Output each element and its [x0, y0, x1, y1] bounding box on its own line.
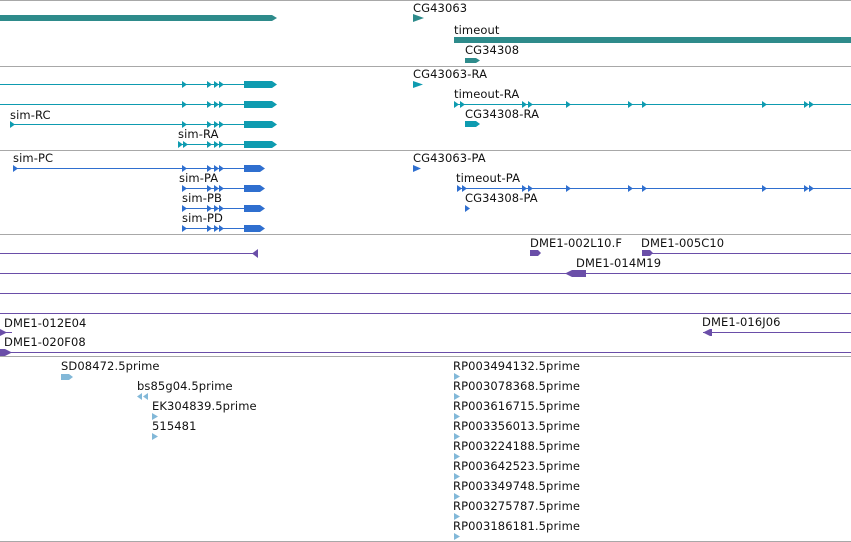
transcript-label[interactable]: timeout-RA: [454, 87, 520, 101]
est-label[interactable]: EK304839.5prime: [152, 399, 257, 413]
transcript-label[interactable]: sim-RC: [10, 108, 51, 122]
clone-label[interactable]: DME1-014M19: [576, 256, 662, 270]
clone-label[interactable]: DME1-016J06: [702, 315, 781, 329]
est-label[interactable]: RP003642523.5prime: [453, 459, 581, 473]
gene-label[interactable]: CG43063: [413, 1, 468, 15]
track-divider-protein: [0, 234, 851, 235]
est-label[interactable]: RP003356013.5prime: [453, 419, 581, 433]
est-label[interactable]: bs85g04.5prime: [137, 379, 233, 393]
gene-sim-arrow: [272, 15, 277, 21]
clone-label[interactable]: DME1-020F08: [4, 335, 86, 349]
est-label[interactable]: RP003275787.5prime: [453, 499, 581, 513]
clone-track-features: [0, 249, 851, 314]
gene-track-features: [0, 14, 851, 63]
clone-label[interactable]: DME1-012E04: [4, 316, 87, 330]
protein-label[interactable]: timeout-PA: [456, 171, 521, 185]
protein-label[interactable]: sim-PC: [13, 151, 54, 165]
gene-label[interactable]: CG34308: [465, 43, 520, 57]
est-label[interactable]: RP003616715.5prime: [453, 399, 581, 413]
transcript-label[interactable]: CG43063-RA: [413, 67, 488, 81]
clone-label[interactable]: DME1-005C10: [641, 236, 725, 250]
transcript-label[interactable]: CG34308-RA: [465, 107, 540, 121]
track-divider-clone: [0, 356, 851, 357]
clone-label[interactable]: DME1-002L10.F: [530, 236, 623, 250]
est-label[interactable]: RP003078368.5prime: [453, 379, 581, 393]
track-divider-top: [0, 0, 851, 1]
gene-cg34308-arrow: [476, 58, 480, 63]
gene-label[interactable]: timeout: [454, 23, 500, 37]
est-label[interactable]: RP003224188.5prime: [453, 439, 581, 453]
est-label[interactable]: RP003186181.5prime: [453, 519, 581, 533]
protein-track-features: [13, 165, 851, 232]
est-label[interactable]: 515481: [152, 419, 197, 433]
track-divider-rna: [0, 150, 851, 151]
est-label[interactable]: RP003349748.5prime: [453, 479, 581, 493]
gene-sim-bar[interactable]: [0, 15, 272, 21]
protein-label[interactable]: sim-PB: [182, 191, 222, 205]
protein-label[interactable]: CG43063-PA: [413, 151, 486, 165]
est-label[interactable]: RP003494132.5prime: [453, 359, 581, 373]
gene-cg43063-arrow[interactable]: [413, 14, 424, 22]
est-label[interactable]: SD08472.5prime: [61, 359, 160, 373]
track-divider-gene: [0, 66, 851, 67]
est-track-features: [61, 373, 460, 540]
transcript-label[interactable]: sim-RA: [178, 127, 219, 141]
protein-label[interactable]: sim-PA: [179, 171, 219, 185]
clone-track2-features: [0, 329, 851, 356]
rna-track-features: [0, 81, 851, 148]
protein-label[interactable]: sim-PD: [182, 211, 223, 225]
gene-timeout-bar[interactable]: [454, 37, 851, 43]
gene-cg34308-bar[interactable]: [465, 58, 476, 63]
protein-label[interactable]: CG34308-PA: [465, 191, 538, 205]
